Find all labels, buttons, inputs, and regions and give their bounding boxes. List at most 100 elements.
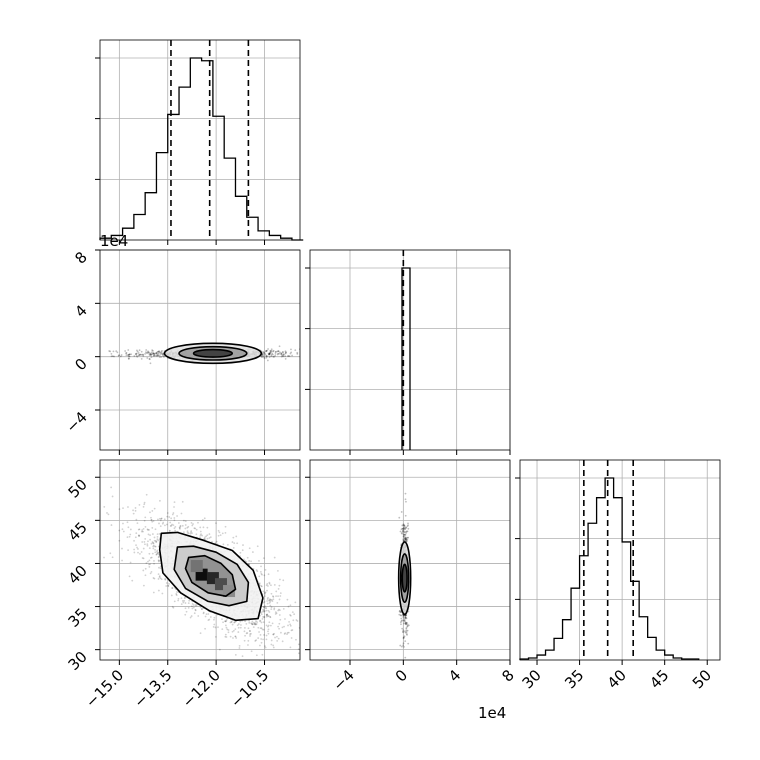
sample-point [164, 577, 167, 580]
sample-point [157, 352, 160, 355]
sample-point [148, 559, 151, 562]
sample-point [179, 528, 181, 530]
sample-point [199, 606, 202, 609]
sample-point [150, 351, 153, 354]
sample-point [281, 350, 284, 353]
sample-point [278, 584, 281, 587]
sample-point [404, 538, 407, 541]
sample-point [136, 350, 139, 353]
sample-point [153, 539, 156, 542]
sample-point [399, 611, 402, 614]
sample-point [259, 620, 261, 623]
sample-point [172, 512, 175, 514]
sample-point [405, 532, 407, 534]
sample-point [280, 631, 282, 634]
sample-point [262, 355, 265, 358]
sample-point [229, 635, 232, 638]
sample-point [110, 524, 113, 526]
sample-point [148, 351, 151, 354]
sample-point [402, 527, 404, 530]
sample-point [270, 348, 273, 351]
axes-frame [99, 459, 301, 661]
sample-point [405, 538, 408, 541]
sample-point [194, 608, 197, 611]
sample-point [190, 531, 192, 534]
sample-point [268, 352, 271, 355]
sample-point [168, 530, 171, 533]
y-tick-label: 35 [65, 605, 91, 631]
sample-point [235, 637, 238, 639]
sample-point [405, 536, 407, 539]
sample-point [237, 631, 240, 633]
sample-point [136, 546, 138, 549]
sample-point [127, 355, 130, 358]
sample-point [291, 611, 294, 614]
sample-point [191, 532, 193, 535]
sample-point [268, 599, 271, 602]
sample-point [263, 616, 266, 618]
sample-point [270, 606, 273, 609]
sample-point [141, 529, 144, 531]
sample-point [234, 628, 237, 631]
sample-point [151, 533, 154, 535]
sample-point [264, 353, 267, 356]
sample-point [128, 353, 130, 356]
sample-point [202, 611, 205, 614]
sample-point [273, 355, 275, 358]
sample-point [400, 623, 402, 626]
sample-point [199, 530, 202, 533]
sample-point [157, 559, 160, 562]
sample-point [262, 601, 265, 604]
sample-point [245, 622, 248, 625]
sample-point [276, 353, 279, 356]
sample-point [259, 627, 262, 630]
sample-point [269, 600, 272, 603]
sample-point [156, 353, 159, 356]
sample-point [288, 620, 290, 623]
sample-point [305, 353, 307, 355]
sample-point [145, 493, 148, 496]
sample-point [161, 352, 164, 355]
sample-point [268, 352, 271, 355]
y-tick-label: −4 [62, 408, 90, 436]
sample-point [404, 656, 407, 659]
sample-point [281, 354, 283, 356]
sample-point [143, 541, 146, 543]
sample-point [407, 624, 410, 627]
sample-point [130, 353, 133, 356]
sample-point [264, 646, 267, 649]
sample-point [165, 585, 168, 587]
sample-point [204, 627, 206, 630]
sample-point [169, 525, 172, 527]
sample-point [404, 614, 407, 617]
sample-point [400, 532, 403, 535]
sample-point [142, 353, 144, 356]
sample-point [152, 542, 155, 545]
sample-point [398, 613, 401, 616]
sample-point [224, 525, 227, 528]
sample-point [405, 526, 408, 529]
sample-point [239, 626, 242, 629]
sample-point [262, 628, 265, 631]
sample-point [187, 607, 190, 609]
sample-point [166, 512, 169, 514]
sample-point [254, 640, 257, 642]
sample-point [247, 639, 250, 642]
sample-point [291, 354, 293, 357]
sample-point [148, 358, 151, 360]
sample-point [269, 349, 272, 352]
sample-point [110, 352, 113, 355]
sample-point [264, 645, 266, 648]
sample-point [153, 545, 156, 548]
sample-point [399, 621, 402, 624]
sample-point [255, 569, 258, 571]
sample-point [302, 353, 304, 355]
sample-point [226, 628, 229, 631]
density-fill [402, 564, 408, 592]
sample-point [142, 530, 144, 533]
sample-point [400, 528, 403, 531]
sample-point [174, 529, 177, 532]
sample-point [404, 498, 407, 501]
sample-point [284, 632, 287, 635]
sample-point [402, 642, 405, 645]
